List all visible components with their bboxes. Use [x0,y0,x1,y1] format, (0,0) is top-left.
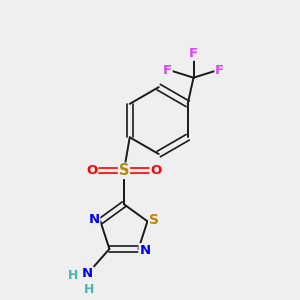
Text: O: O [150,164,162,177]
Text: H: H [68,268,78,282]
Text: S: S [119,163,129,178]
Text: F: F [215,64,224,77]
Text: H: H [84,284,94,296]
Text: O: O [86,164,98,177]
Text: N: N [139,244,150,257]
Text: N: N [88,213,100,226]
Text: N: N [82,267,93,280]
Text: F: F [189,47,198,60]
Text: F: F [163,64,172,77]
Text: S: S [149,213,159,227]
